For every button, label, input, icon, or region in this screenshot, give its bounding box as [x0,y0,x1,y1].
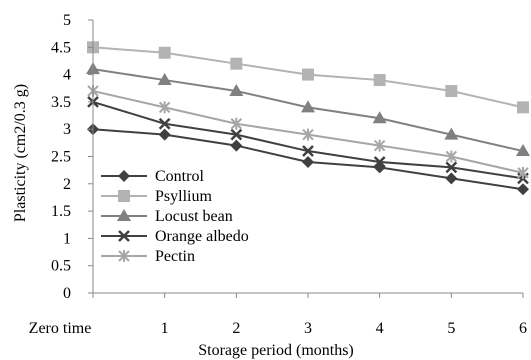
data-point [158,128,171,141]
y-tick-label: 0.5 [51,258,71,275]
legend-marker [118,190,130,202]
data-point [444,127,459,140]
data-point [302,155,314,168]
data-point [373,74,386,87]
data-point [372,111,387,124]
data-point [445,161,458,174]
data-point [230,57,243,70]
data-point [302,128,314,141]
legend-label: Pectin [155,248,195,265]
x-tick-label: 5 [447,320,455,337]
x-tick-label: 3 [304,320,312,337]
y-tick-label: 3.5 [51,94,71,111]
data-point [229,83,244,96]
data-point [373,139,386,152]
y-tick-label: 5 [63,12,71,29]
legend-label: Orange albedo [155,228,249,245]
legend-marker [117,209,131,221]
y-tick-label: 0 [63,285,71,302]
data-point [517,166,529,179]
x-tick-label: 4 [376,320,384,337]
data-point [445,172,458,185]
y-tick-label: 3 [63,121,71,138]
data-point [302,145,314,157]
x-axis-ticks: Zero time 1 2 3 4 5 6 [29,293,527,337]
y-tick-label: 4.5 [51,39,71,56]
data-point [158,101,171,114]
y-tick-label: 1.5 [51,203,71,220]
x-tick-label: 2 [232,320,240,337]
y-tick-label: 2.5 [51,149,71,166]
y-tick-label: 2 [63,176,71,193]
y-tick-label: 4 [63,67,71,84]
y-tick-label: 1 [63,230,71,247]
data-point [230,139,243,152]
data-point [445,84,458,97]
x-tick-label: 1 [161,320,169,337]
x-tick-label: Zero time [29,320,92,337]
legend: Control Psyllium Locust bean Orange albedo P… [101,168,249,265]
data-point [517,101,529,114]
legend-label: Control [155,168,204,185]
data-point [516,144,530,157]
legend-label: Psyllium [155,188,212,205]
legend-marker [118,170,130,182]
data-point [158,117,171,130]
y-axis-title: Plasticity (cm2/0.3 g) [12,84,29,222]
data-point [158,46,171,59]
data-point [230,128,243,141]
x-axis-title: Storage period (months) [198,342,354,359]
data-point [301,100,315,113]
data-point [517,183,529,196]
x-tick-label: 6 [519,320,527,337]
legend-label: Locust bean [155,208,233,225]
series-markers [86,41,530,196]
data-point [302,68,314,81]
data-point [445,150,458,163]
legend-marker [118,250,130,262]
y-axis-ticks: 0 0.5 1 1.5 2 2.5 3 3.5 4 4.5 5 [51,12,93,302]
data-point [373,156,386,168]
data-point [157,73,172,86]
legend-marker [118,230,130,242]
data-point [230,117,243,130]
